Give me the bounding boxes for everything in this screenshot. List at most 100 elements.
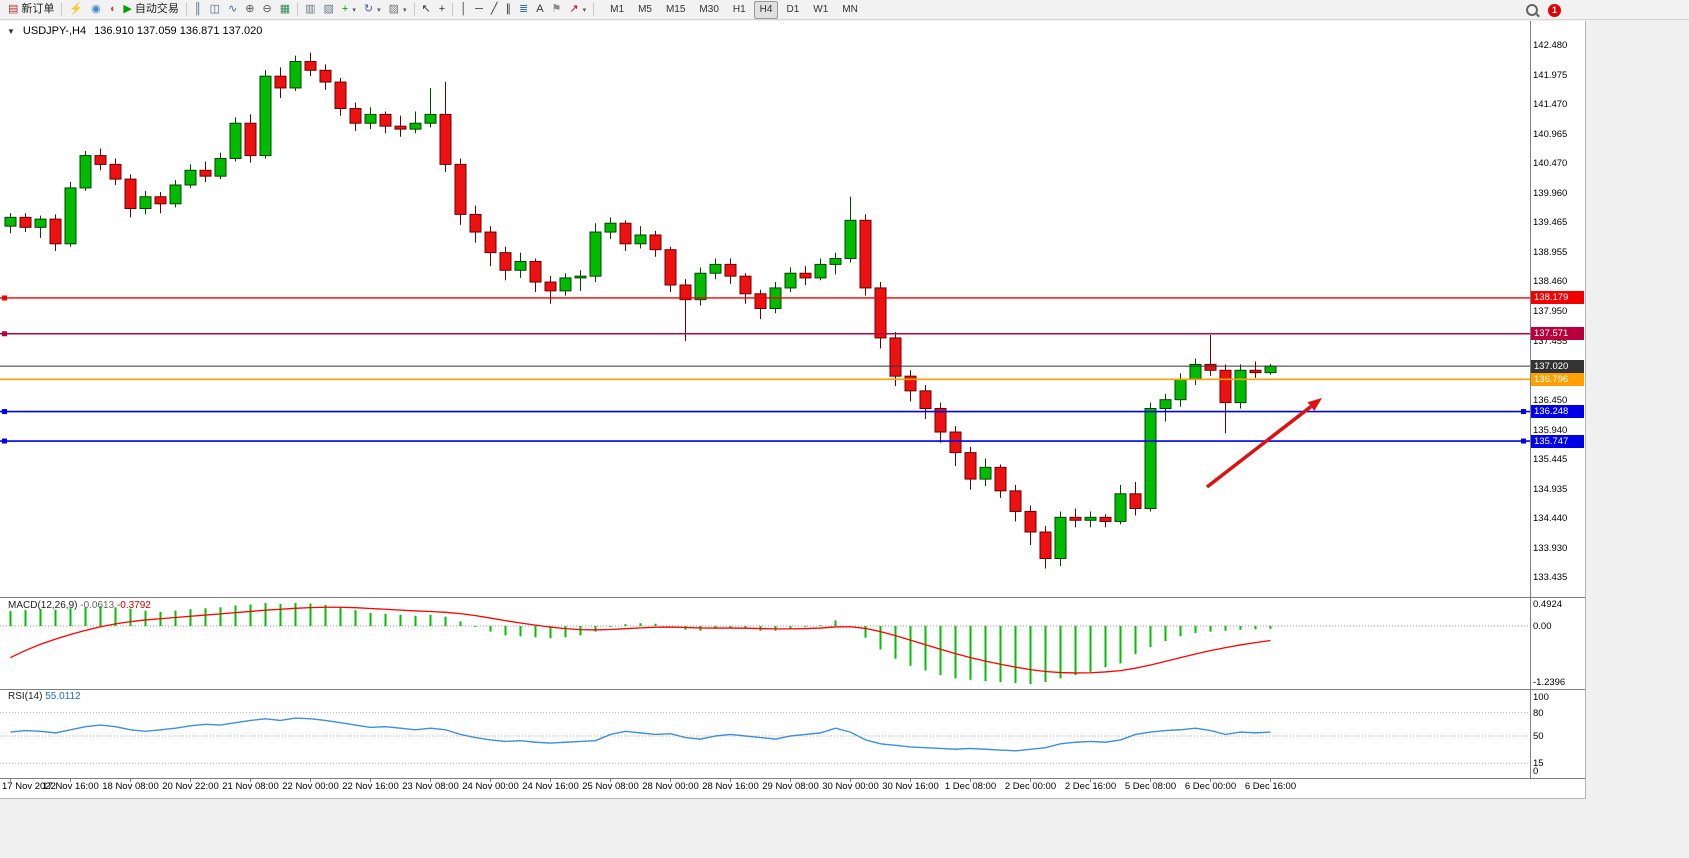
candle-body	[1174, 378, 1187, 401]
candle-body	[154, 196, 167, 205]
hline-handle[interactable]	[1521, 438, 1526, 444]
label-button[interactable]: ⚑	[548, 1, 566, 19]
time-axis-label: 6 Dec 16:00	[1244, 781, 1297, 792]
time-axis-label: 20 Nov 22:00	[162, 781, 219, 792]
text-button[interactable]: A	[532, 1, 547, 19]
terminal-toolbar: ▤ 新订单 ⚡ ◉ ◖ ▶ 自动交易 ║ ◫ ∿ ⊕ ⊖ ▦ ▥ ▧ + ▾ ↻ ▾ ▨ ▾ ↖ + │ ─ ╱ ∥ ≣ A ⚑ ↗ ▾ M1…	[0, 0, 1689, 20]
search-icon[interactable]	[1526, 4, 1538, 16]
charts-lightning-button[interactable]: ⚡	[65, 1, 87, 19]
candle-body	[259, 75, 272, 157]
cursor-button[interactable]: ↖	[418, 1, 435, 19]
hline-handle[interactable]	[2, 409, 7, 415]
candle-body	[409, 122, 422, 130]
arrange-windows-icon: ▥	[305, 3, 316, 15]
community-button[interactable]: ◉	[87, 1, 105, 19]
hline-handle[interactable]	[2, 295, 7, 301]
price-axis-label: 140.965	[1533, 129, 1568, 141]
fibonacci-button[interactable]: ≣	[515, 1, 532, 19]
templates-button[interactable]: ▨ ▾	[385, 1, 411, 19]
channel-icon: ∥	[505, 3, 511, 15]
candle-body	[1264, 365, 1277, 374]
candle-body	[529, 260, 542, 283]
candle-body	[604, 222, 617, 233]
arrows-button[interactable]: ↗ ▾	[565, 1, 590, 19]
candle-body	[484, 231, 497, 254]
candle-body	[814, 263, 827, 279]
candle-body	[649, 234, 662, 251]
horizontal-line-button[interactable]: ─	[471, 1, 487, 19]
dropdown-arrow-icon: ▾	[582, 6, 587, 14]
line-chart-button[interactable]: ∿	[224, 1, 241, 19]
price-axis-label: 133.435	[1533, 572, 1568, 584]
candlestick-chart-icon: ◫	[209, 3, 221, 15]
vertical-line-button[interactable]: │	[456, 1, 471, 19]
timeframe-m1-button[interactable]: M1	[610, 3, 625, 15]
cycles-button[interactable]: ↻ ▾	[360, 1, 385, 19]
market-button[interactable]: ◖	[105, 1, 120, 19]
zoom-in-button[interactable]: ⊕	[241, 1, 258, 19]
candle-body	[1249, 369, 1262, 374]
rsi-indicator-label: RSI(14) 55.0112	[8, 691, 81, 702]
crosshair-button[interactable]: +	[435, 1, 449, 19]
rsi-line	[10, 717, 1271, 752]
candle-body	[949, 431, 962, 454]
timeframe-h1-button[interactable]: H1	[732, 3, 746, 15]
arrange-windows-button[interactable]: ▥	[301, 1, 319, 19]
cascade-windows-button[interactable]: ▧	[320, 1, 338, 19]
cursor-icon: ↖	[421, 3, 431, 15]
cascade-windows-icon: ▧	[323, 3, 334, 15]
candle-body	[184, 169, 197, 186]
timeframe-h4-button[interactable]: H4	[753, 0, 779, 19]
hline-handle[interactable]	[1521, 409, 1526, 415]
hline-handle[interactable]	[2, 331, 7, 337]
autotrading-button[interactable]: ▶ 自动交易	[119, 1, 182, 19]
indicators-button[interactable]: + ▾	[338, 1, 360, 19]
candle-body	[169, 184, 182, 205]
candle-body	[514, 260, 527, 271]
horizontal-line-icon: ─	[475, 3, 483, 15]
timeframe-mn-button[interactable]: MN	[842, 3, 858, 15]
time-axis-label: 1 Dec 08:00	[944, 781, 997, 792]
rsi-axis-label: 50	[1533, 731, 1544, 742]
candle-body	[799, 272, 812, 279]
bar-chart-button[interactable]: ║	[190, 1, 206, 19]
time-axis-label: 28 Nov 16:00	[702, 781, 759, 792]
candle-body	[844, 219, 857, 260]
macd-axis-label: 0.4924	[1533, 599, 1563, 610]
new-order-button-label: 新订单	[21, 3, 55, 15]
timeframe-m15-button[interactable]: M15	[665, 3, 686, 15]
candle-body	[1084, 516, 1097, 521]
zoom-in-icon: ⊕	[245, 3, 255, 15]
candle-body	[109, 163, 122, 180]
time-axis-label: 2 Dec 00:00	[1004, 781, 1057, 792]
timeframe-m5-button[interactable]: M5	[638, 3, 652, 15]
candle-body	[499, 252, 512, 271]
new-order-button[interactable]: ▤ 新订单	[4, 1, 58, 19]
trendline-button[interactable]: ╱	[487, 1, 502, 19]
channel-button[interactable]: ∥	[501, 1, 515, 19]
candle-body	[4, 216, 17, 227]
candle-body	[1054, 516, 1067, 559]
arrow-object-head[interactable]	[1307, 398, 1322, 411]
time-axis-label: 17 Nov 16:00	[42, 781, 99, 792]
hline-handle[interactable]	[2, 438, 7, 444]
timeframe-group: M1 M5 M15 M30 H1 H4 D1 W1 MN	[603, 0, 865, 19]
crosshair-icon: +	[438, 3, 446, 15]
notification-badge[interactable]: 1	[1548, 3, 1561, 17]
candle-body	[544, 281, 557, 292]
arrow-object-shaft[interactable]	[1205, 405, 1312, 489]
price-axis-label: 134.935	[1533, 483, 1568, 495]
zoom-out-button[interactable]: ⊖	[258, 1, 275, 19]
timeframe-d1-button[interactable]: D1	[786, 3, 800, 15]
rsi-name: RSI(14)	[8, 691, 43, 702]
time-axis-label: 17 Nov 2022	[2, 781, 56, 792]
candle-body	[1144, 408, 1157, 510]
chevron-down-icon[interactable]: ▼	[7, 26, 15, 36]
tile-windows-button[interactable]: ▦	[276, 1, 294, 19]
time-axis-label: 24 Nov 00:00	[462, 781, 519, 792]
candlestick-chart-button[interactable]: ◫	[206, 1, 224, 19]
candle-body	[1204, 363, 1217, 371]
timeframe-m30-button[interactable]: M30	[699, 3, 719, 15]
timeframe-w1-button[interactable]: W1	[813, 3, 829, 15]
rsi-axis-label: 0	[1533, 766, 1539, 777]
